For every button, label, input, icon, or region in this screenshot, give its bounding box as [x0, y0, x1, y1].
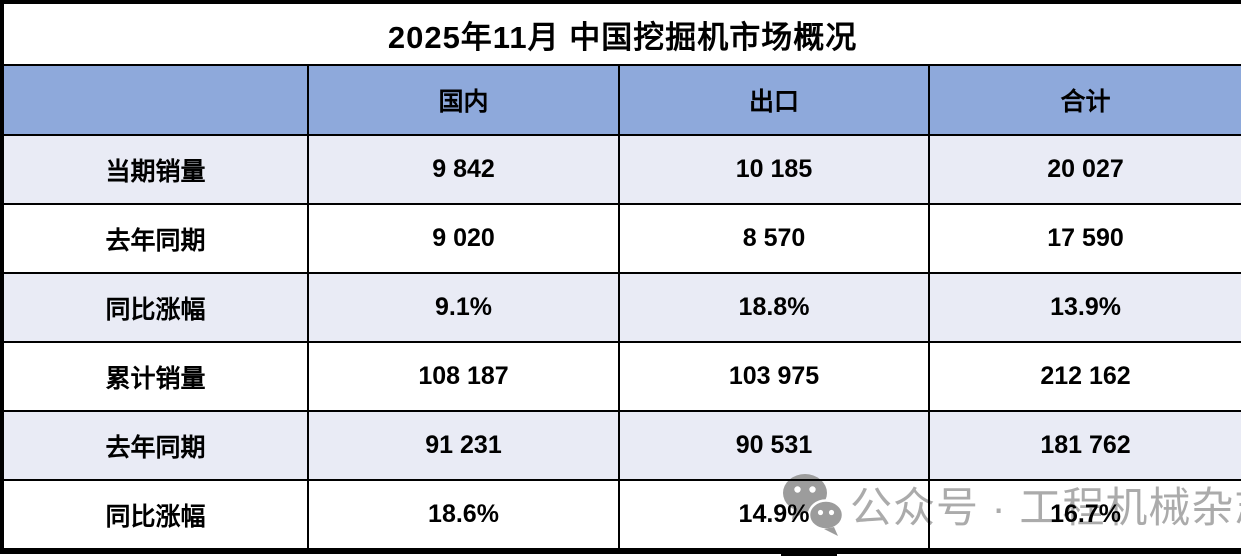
- cell-value: 91 231: [307, 410, 620, 481]
- cell-value: 18.6%: [307, 479, 620, 552]
- cell-value: 181 762: [927, 410, 1241, 481]
- table-row: 累计销量 108 187 103 975 212 162: [1, 341, 1241, 412]
- cell-value: 13.9%: [927, 272, 1241, 343]
- row-label: 同比涨幅: [1, 479, 309, 552]
- table-title-row: 2025年11月 中国挖掘机市场概况: [0, 1, 1241, 66]
- header-cell-export: 出口: [618, 64, 930, 136]
- cell-value: 108 187: [307, 341, 620, 412]
- row-label: 去年同期: [1, 410, 309, 481]
- cell-value: 18.8%: [618, 272, 930, 343]
- table-row: 同比涨幅 18.6% 14.9% 16.7%: [1, 479, 1241, 552]
- cell-value: 17 590: [927, 203, 1241, 274]
- cell-value: 14.9%: [618, 479, 930, 552]
- cell-value: 90 531: [618, 410, 930, 481]
- cell-value: 212 162: [927, 341, 1241, 412]
- header-cell-domestic: 国内: [307, 64, 620, 136]
- header-cell-total: 合计: [927, 64, 1241, 136]
- row-label: 累计销量: [1, 341, 309, 412]
- cell-value: 103 975: [618, 341, 930, 412]
- table-title: 2025年11月 中国挖掘机市场概况: [0, 1, 1241, 66]
- table-row: 去年同期 91 231 90 531 181 762: [1, 410, 1241, 481]
- row-label: 同比涨幅: [1, 272, 309, 343]
- cell-value: 9.1%: [307, 272, 620, 343]
- header-cell-blank: [1, 64, 309, 136]
- cell-value: 9 842: [307, 134, 620, 205]
- table-row: 同比涨幅 9.1% 18.8% 13.9%: [1, 272, 1241, 343]
- cell-value: 20 027: [927, 134, 1241, 205]
- table-row: 当期销量 9 842 10 185 20 027: [1, 134, 1241, 205]
- bottom-edge-artifact: [781, 552, 837, 556]
- table-row: 去年同期 9 020 8 570 17 590: [1, 203, 1241, 274]
- cell-value: 9 020: [307, 203, 620, 274]
- row-label: 去年同期: [1, 203, 309, 274]
- table-header-row: 国内 出口 合计: [1, 64, 1241, 136]
- cell-value: 16.7%: [927, 479, 1241, 552]
- cell-value: 10 185: [618, 134, 930, 205]
- row-label: 当期销量: [1, 134, 309, 205]
- cell-value: 8 570: [618, 203, 930, 274]
